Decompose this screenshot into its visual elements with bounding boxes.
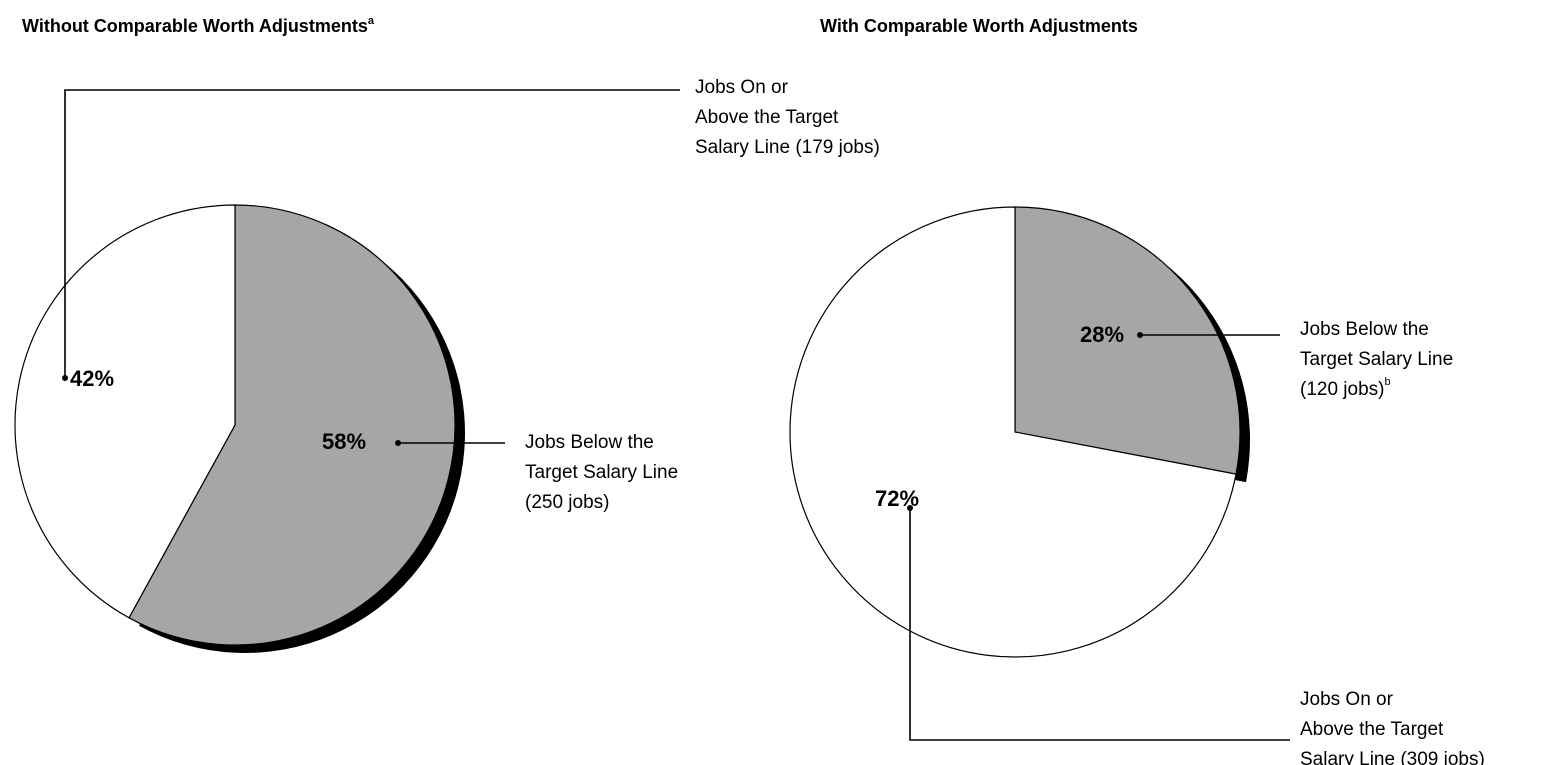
category-line: Above the Target [1300, 719, 1444, 740]
category-line: Above the Target [695, 107, 839, 128]
pie-chart: With Comparable Worth Adjustments 28% Jobs… [789, 16, 1485, 765]
percent-label: 42% [70, 366, 114, 391]
leader-dot [1137, 332, 1143, 338]
category-line: Jobs On or [1300, 689, 1394, 710]
category-label: Salary Line (309 jobs) [1300, 749, 1485, 765]
category-label: Target Salary Line [525, 462, 678, 483]
category-line: (120 jobs) [1300, 379, 1385, 400]
category-label: Above the Target [1300, 719, 1444, 740]
category-line: Jobs On or [695, 77, 789, 98]
leader-line [64, 89, 680, 378]
pie-chart: Without Comparable Worth Adjustmentsa 58%… [14, 15, 880, 653]
category-label: Jobs On or [695, 77, 789, 98]
category-line: Jobs Below the [1300, 319, 1429, 340]
pie-slice [1014, 206, 1241, 475]
category-line: Salary Line (309 jobs) [1300, 749, 1485, 765]
pie-slice [14, 204, 236, 619]
category-label: Jobs Below the [1300, 319, 1429, 340]
category-line: Salary Line (179 jobs) [695, 137, 880, 158]
category-label: Above the Target [695, 107, 839, 128]
pie-slice [128, 204, 456, 646]
category-label: Jobs Below the [525, 432, 654, 453]
category-line: Jobs Below the [525, 432, 654, 453]
chart-title: Without Comparable Worth Adjustmentsa [22, 15, 375, 36]
leader-line [909, 508, 1290, 741]
title-text: Without Comparable Worth Adjustments [22, 16, 368, 36]
category-label: Salary Line (179 jobs) [695, 137, 880, 158]
leader-dot [907, 505, 913, 511]
leader-dot [395, 440, 401, 446]
percent-label: 58% [322, 429, 366, 454]
category-label: (120 jobs)b [1300, 376, 1391, 400]
pie-slice [789, 206, 1237, 658]
title-footnote: a [368, 15, 375, 27]
category-label: Target Salary Line [1300, 349, 1453, 370]
category-line: (250 jobs) [525, 492, 610, 513]
leader-dot [62, 375, 68, 381]
chart-title: With Comparable Worth Adjustments [820, 16, 1138, 36]
category-label: Jobs On or [1300, 689, 1394, 710]
category-line: Target Salary Line [1300, 349, 1453, 370]
percent-label: 28% [1080, 322, 1124, 347]
category-label: (250 jobs) [525, 492, 610, 513]
category-line: Target Salary Line [525, 462, 678, 483]
title-text: With Comparable Worth Adjustments [820, 16, 1138, 36]
label-footnote: b [1385, 376, 1391, 388]
